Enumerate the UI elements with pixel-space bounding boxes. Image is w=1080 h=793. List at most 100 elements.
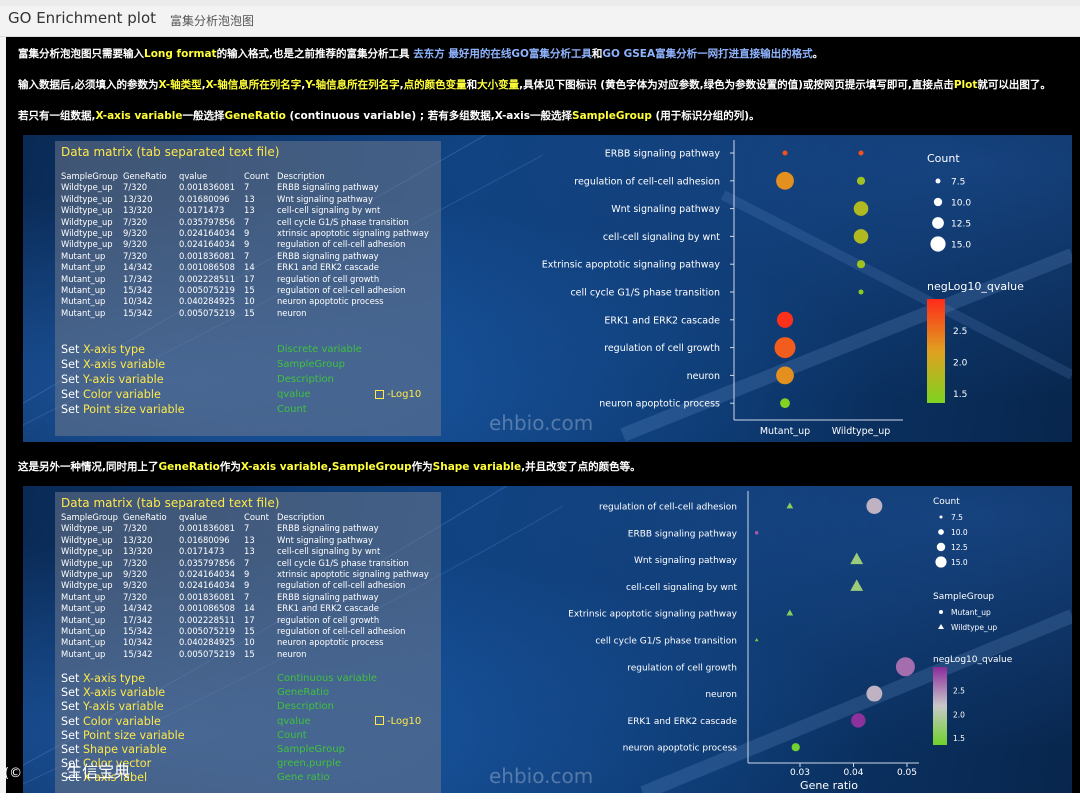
setting-value[interactable]: SampleGroup xyxy=(277,744,345,755)
y-tick-label: neuron xyxy=(687,371,720,382)
intro-text: 和 xyxy=(466,79,478,91)
y-tick-label: ERBB signaling pathway xyxy=(605,149,721,160)
size-legend-title: Count xyxy=(927,152,960,165)
intro-text: , xyxy=(327,461,332,473)
intro-keyword: 点的颜色变量 xyxy=(403,79,467,91)
y-tick-label: regulation of cell-cell adhesion xyxy=(599,503,737,513)
matrix-cell: 13/320 xyxy=(123,193,153,204)
y-tick-label: ERK1 and ERK2 cascade xyxy=(604,315,720,326)
bubble-point xyxy=(791,743,800,752)
matrix-cell: 9/320 xyxy=(123,569,148,579)
color-legend-bar xyxy=(933,667,947,745)
size-legend-label: 10.0 xyxy=(951,199,971,209)
setting-value[interactable]: Gene ratio xyxy=(277,772,330,784)
setting-row: Set Color variable qvalue -Log10 xyxy=(61,714,421,728)
log-transform-option[interactable]: -Log10 xyxy=(375,716,421,727)
setting-value[interactable]: Description xyxy=(277,374,334,385)
setting-label: Y-axis variable xyxy=(82,373,164,386)
matrix-cell: 9 xyxy=(244,239,250,250)
matrix-cell: 0.001086508 xyxy=(179,603,235,614)
bubble-point xyxy=(851,713,866,728)
matrix-cell: 10 xyxy=(244,637,255,648)
intro-keyword: X-axis variable xyxy=(240,461,328,473)
setting-label: X-axis variable xyxy=(82,686,166,700)
matrix-cell: Wildtype_up xyxy=(61,580,113,591)
matrix-cell: Mutant_up xyxy=(61,603,106,614)
intro-keyword: X-轴信息所在列名字 xyxy=(205,79,302,91)
matrix-cell: 7/320 xyxy=(123,182,148,193)
bubble-plot-2: regulation of cell-cell adhesion ERBB sig… xyxy=(568,491,1013,792)
size-legend-key xyxy=(933,197,943,207)
triangle-point xyxy=(850,579,864,591)
deco-line xyxy=(620,248,1072,442)
site-logo: (© 生信宝典 xyxy=(0,758,130,782)
size-legend-label: 12.5 xyxy=(951,220,971,230)
setting-value[interactable]: GeneRatio xyxy=(277,687,330,699)
matrix-cell: regulation of cell-cell adhesion xyxy=(277,285,406,295)
intro-text: 若只有一组数据, xyxy=(18,110,96,122)
matrix-header-cell: Count xyxy=(244,512,269,522)
y-tick-label: Extrinsic apoptotic signaling pathway xyxy=(568,610,738,620)
matrix-cell: neuron apoptotic process xyxy=(277,637,384,648)
setting-value[interactable]: Continuous variable xyxy=(277,673,377,684)
matrix-cell: 0.002228511 xyxy=(179,273,235,284)
matrix-cell: 0.0171473 xyxy=(179,546,225,557)
intro-keyword: X-axis variable xyxy=(95,110,183,122)
matrix-cell: 0.024164034 xyxy=(179,239,235,250)
matrix-cell: 0.005075219 xyxy=(179,307,235,318)
intro-line-1: 富集分析泡泡图只需要输入Long format的输入格式,也是之前推荐的富集分析… xyxy=(18,46,823,61)
browser-top-strip xyxy=(0,0,1080,6)
setting-label: X-axis variable xyxy=(82,358,166,371)
y-tick-label: regulation of cell-cell adhesion xyxy=(574,176,720,187)
matrix-header-cell: Description xyxy=(277,171,325,181)
setting-value[interactable]: qvalue xyxy=(277,715,311,727)
matrix-cell: 0.001086508 xyxy=(179,262,235,273)
matrix-cell: 0.040284925 xyxy=(179,296,235,307)
example-1-figure: Data matrix (tab separated text file) Sam… xyxy=(23,135,1072,442)
intro-text: , xyxy=(301,79,306,91)
x-tick-label: Wildtype_up xyxy=(832,426,891,437)
log-checkbox-icon[interactable] xyxy=(375,716,384,726)
intro-keyword: Shape variable xyxy=(432,461,522,473)
setting-label: Color vector xyxy=(82,757,152,771)
size-legend-title: Count xyxy=(933,497,960,507)
intro-text: ,并且改变了点的颜色等。 xyxy=(521,461,641,473)
matrix-cell: Wildtype_up xyxy=(61,193,113,204)
matrix-cell: Wildtype_up xyxy=(61,523,113,534)
y-tick-label: cell-cell signaling by wnt xyxy=(603,232,720,243)
setting-label: Color variable xyxy=(82,714,161,728)
y-tick-label: ERBB signaling pathway xyxy=(628,529,738,539)
log-checkbox-icon[interactable] xyxy=(375,389,384,399)
matrix-cell: 7/320 xyxy=(123,216,148,227)
setting-value[interactable]: Count xyxy=(277,729,307,741)
size-legend-key xyxy=(932,217,944,229)
size-legend-key xyxy=(935,556,947,568)
matrix-header-cell: Count xyxy=(244,171,269,181)
matrix-cell: 0.001836081 xyxy=(179,591,235,602)
matrix-cell: 7/320 xyxy=(123,591,148,602)
size-legend-key xyxy=(939,515,943,519)
matrix-cell: Mutant_up xyxy=(61,250,106,261)
setting-value[interactable]: green,purple xyxy=(277,758,342,770)
setting-value[interactable]: Count xyxy=(277,404,307,415)
setting-prefix: Set xyxy=(61,388,83,401)
setting-row: Set X-axis variable GeneRatio xyxy=(61,686,329,700)
matrix-header-cell: GeneRatio xyxy=(123,512,167,522)
shape-legend-circle-icon xyxy=(939,610,943,614)
y-tick-label: neuron apoptotic process xyxy=(599,399,720,410)
y-tick-label: regulation of cell growth xyxy=(604,343,720,354)
log-transform-option[interactable]: -Log10 xyxy=(375,389,421,400)
matrix-cell: 15/342 xyxy=(123,307,153,318)
setting-value[interactable]: Discrete variable xyxy=(277,344,362,355)
setting-value[interactable]: SampleGroup xyxy=(277,359,345,370)
setting-prefix: Set xyxy=(61,672,83,685)
go-tool-link[interactable]: 去东方 最好用的在线GO富集分析工具 xyxy=(413,48,592,60)
matrix-header-cell: qvalue xyxy=(179,171,208,181)
setting-value[interactable]: Description xyxy=(277,701,334,713)
matrix-cell: 13 xyxy=(244,193,255,204)
setting-value[interactable]: qvalue xyxy=(277,389,311,400)
matrix-header-cell: Description xyxy=(277,512,325,522)
watermark: ehbio.com xyxy=(489,411,594,435)
gsea-tool-link[interactable]: GO GSEA富集分析一网打进直接输出的格式 xyxy=(602,48,813,60)
bubble-point xyxy=(776,171,794,190)
